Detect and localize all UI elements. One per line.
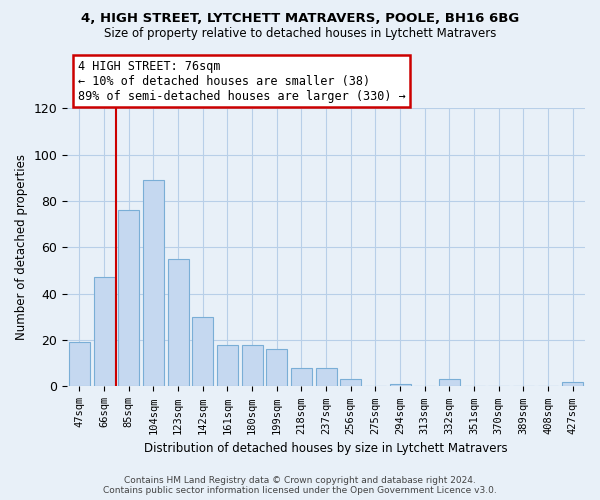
Bar (94, 278, 115, 386)
Text: Size of property relative to detached houses in Lytchett Matravers: Size of property relative to detached ho… (104, 28, 496, 40)
Bar (389, 384, 410, 386)
Bar (217, 344, 238, 387)
Text: Contains HM Land Registry data © Crown copyright and database right 2024.
Contai: Contains HM Land Registry data © Crown c… (103, 476, 497, 495)
Bar (143, 180, 164, 386)
Bar (167, 259, 188, 386)
Bar (192, 317, 213, 386)
Bar (340, 380, 361, 386)
Bar (291, 368, 312, 386)
Bar (562, 382, 583, 386)
Bar (118, 210, 139, 386)
Bar (242, 344, 263, 387)
Bar (439, 380, 460, 386)
Bar (69, 342, 90, 386)
X-axis label: Distribution of detached houses by size in Lytchett Matravers: Distribution of detached houses by size … (144, 442, 508, 455)
Y-axis label: Number of detached properties: Number of detached properties (15, 154, 28, 340)
Text: 4 HIGH STREET: 76sqm
← 10% of detached houses are smaller (38)
89% of semi-detac: 4 HIGH STREET: 76sqm ← 10% of detached h… (77, 60, 405, 102)
Bar (316, 368, 337, 386)
Text: 4, HIGH STREET, LYTCHETT MATRAVERS, POOLE, BH16 6BG: 4, HIGH STREET, LYTCHETT MATRAVERS, POOL… (81, 12, 519, 26)
Bar (266, 350, 287, 387)
